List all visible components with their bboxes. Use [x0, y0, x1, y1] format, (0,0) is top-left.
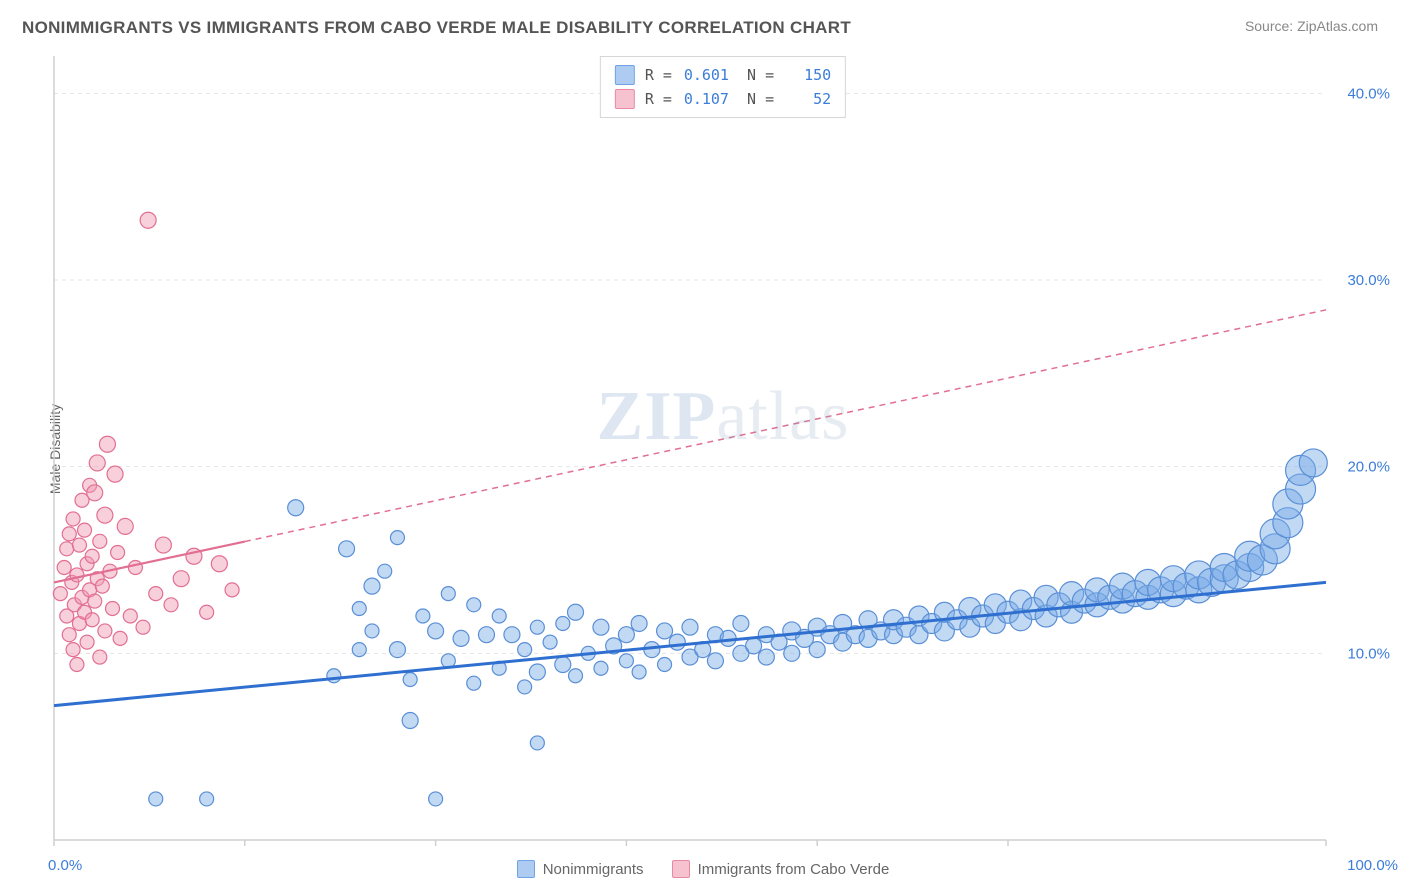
legend-swatch [672, 860, 690, 878]
legend-swatch [517, 860, 535, 878]
legend-swatch [615, 89, 635, 109]
legend-bottom: Nonimmigrants Immigrants from Cabo Verde [0, 860, 1406, 878]
legend-item: Nonimmigrants [517, 860, 644, 878]
legend-item: Immigrants from Cabo Verde [672, 860, 890, 878]
legend-label: Immigrants from Cabo Verde [698, 861, 890, 878]
chart-title: NONIMMIGRANTS VS IMMIGRANTS FROM CABO VE… [22, 18, 851, 38]
svg-text:20.0%: 20.0% [1347, 459, 1390, 476]
scatter-plot: 10.0% 20.0% 30.0% 40.0% [48, 52, 1398, 846]
legend-label: Nonimmigrants [543, 861, 644, 878]
svg-text:30.0%: 30.0% [1347, 272, 1390, 289]
svg-text:10.0%: 10.0% [1347, 645, 1390, 662]
chart-area: Male Disability 10.0%20.0%30.0%40.0% R =… [48, 52, 1398, 846]
svg-text:40.0%: 40.0% [1347, 85, 1390, 102]
chart-source: Source: ZipAtlas.com [1245, 18, 1378, 34]
legend-stats-row: R = 0.601 N = 150 [615, 63, 831, 87]
legend-stats: R = 0.601 N = 150R = 0.107 N = 52 [600, 56, 846, 118]
legend-stats-row: R = 0.107 N = 52 [615, 87, 831, 111]
legend-swatch [615, 65, 635, 85]
